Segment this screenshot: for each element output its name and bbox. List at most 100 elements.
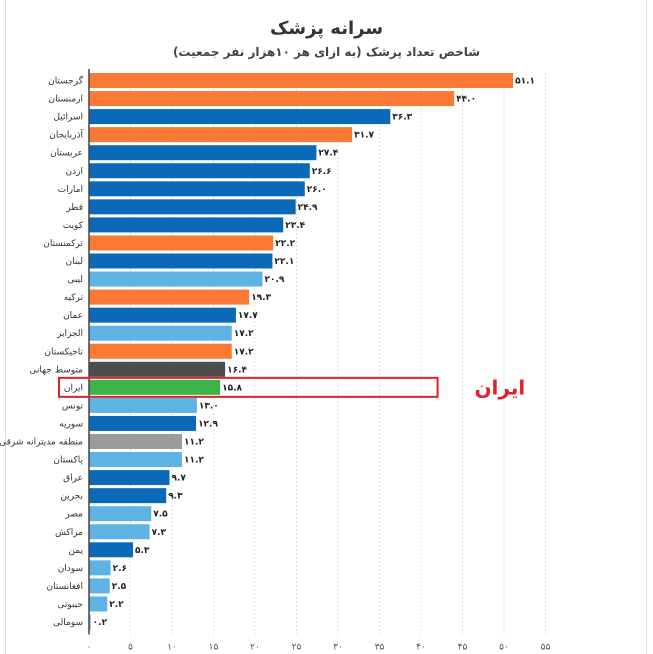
- chart-subtitle: شاخص تعداد پزشک (به ازای هر ۱۰هزار نفر ج…: [172, 45, 481, 59]
- bar-10: [89, 253, 273, 269]
- category-label: آذربایجان: [49, 129, 83, 141]
- bar-26: [89, 542, 133, 558]
- bar-17: [89, 379, 221, 395]
- bar-15: [89, 343, 232, 359]
- category-label: تاجیکستان: [44, 347, 83, 357]
- value-label: ۲۴.۹: [298, 203, 318, 213]
- category-label: امارات: [58, 185, 83, 195]
- value-label: ۲۲.۲: [275, 239, 295, 249]
- x-tick-label: ۵۰: [499, 643, 509, 653]
- value-label: ۷.۵: [153, 510, 168, 520]
- value-label: ۲۰.۹: [264, 275, 284, 285]
- category-label: ارمنستان: [49, 95, 83, 105]
- value-label: ۵.۳: [135, 546, 150, 556]
- bar-16: [89, 361, 226, 377]
- category-label: اسرائیل: [53, 113, 83, 123]
- x-tick-label: ۴۵: [458, 643, 468, 653]
- category-label: منطقه مدیترانه شرقی: [0, 438, 83, 448]
- category-label: قطر: [65, 203, 83, 213]
- value-label: ۷.۳: [152, 528, 167, 538]
- value-label: ۲.۲: [109, 600, 124, 610]
- category-label: عمان: [63, 311, 83, 321]
- bar-7: [89, 199, 296, 215]
- x-tick-label: ۲۰: [250, 643, 260, 653]
- x-tick-label: ۳۰: [333, 643, 343, 653]
- bar-24: [89, 506, 152, 522]
- bar-5: [89, 163, 310, 179]
- value-label: ۱۷.۲: [234, 329, 254, 339]
- value-label: ۰.۲: [93, 618, 108, 628]
- category-label: سودان: [58, 564, 83, 574]
- bar-12: [89, 289, 250, 305]
- category-label: افغانستان: [47, 582, 84, 592]
- category-label: اردن: [66, 167, 83, 177]
- highlight-label: ایران: [474, 375, 525, 399]
- category-label: تونس: [62, 401, 84, 411]
- bar-20: [89, 434, 182, 449]
- category-label: ترکمنستان: [43, 239, 83, 249]
- x-tick-label: ۰: [87, 643, 92, 653]
- x-tick-label: ۵: [128, 643, 133, 653]
- bar-1: [89, 91, 455, 107]
- value-label: ۳۱.۷: [354, 131, 374, 141]
- value-label: ۲۲.۱: [274, 257, 294, 267]
- bar-27: [89, 560, 111, 576]
- value-label: ۴۴.۰: [456, 95, 476, 105]
- value-label: ۹.۷: [172, 474, 187, 484]
- category-label: جیبوتی: [57, 600, 83, 610]
- x-tick-label: ۵۵: [541, 643, 551, 653]
- left-border: [5, 0, 6, 654]
- category-label: ایران: [64, 383, 83, 393]
- category-label: یمن: [68, 546, 83, 556]
- value-label: ۲۳.۴: [285, 221, 305, 231]
- value-label: ۵۱.۱: [515, 77, 535, 87]
- category-label: عراق: [63, 474, 83, 484]
- value-label: ۹.۳: [168, 492, 183, 502]
- bar-23: [89, 488, 167, 504]
- category-label: سومالی: [53, 618, 83, 628]
- bar-21: [89, 452, 182, 468]
- value-label: ۱۱.۲: [184, 456, 204, 466]
- bar-29: [89, 596, 108, 612]
- bar-19: [89, 415, 197, 431]
- category-label: کویت: [63, 221, 84, 231]
- bar-6: [89, 181, 305, 197]
- value-label: ۱۵.۸: [222, 383, 242, 393]
- bar-2: [89, 109, 391, 125]
- value-label: ۲.۵: [112, 582, 127, 592]
- category-label: سوریه: [59, 419, 83, 429]
- category-label: متوسط جهانی: [29, 365, 83, 375]
- value-label: ۱۳.۰: [199, 401, 219, 411]
- value-label: ۲۶.۰: [307, 185, 327, 195]
- value-label: ۱۷.۲: [234, 347, 254, 357]
- value-label: ۱۱.۲: [184, 438, 204, 448]
- bar-11: [89, 271, 263, 287]
- value-label: ۱۲.۹: [198, 419, 218, 429]
- right-border: [646, 0, 647, 654]
- category-label: عربستان: [50, 149, 83, 159]
- x-tick-label: ۳۵: [375, 643, 385, 653]
- value-label: ۱۶.۴: [227, 365, 247, 375]
- bar-0: [89, 73, 514, 88]
- category-label: بحرین: [60, 492, 83, 502]
- category-label: لیبی: [67, 275, 83, 285]
- value-label: ۲۷.۴: [318, 149, 338, 159]
- value-label: ۱۷.۷: [238, 311, 258, 321]
- value-label: ۱۹.۳: [251, 293, 271, 303]
- bar-30: [89, 614, 91, 630]
- category-label: پاکستان: [53, 456, 83, 466]
- bar-13: [89, 307, 236, 323]
- category-label: الجزایر: [56, 329, 83, 339]
- x-tick-label: ۲۵: [292, 643, 302, 653]
- category-label: لبنان: [65, 257, 83, 267]
- value-label: ۲۶.۶: [312, 167, 332, 177]
- x-tick-label: ۱۵: [209, 643, 219, 653]
- x-tick-label: ۱۰: [167, 643, 177, 653]
- bar-14: [89, 325, 232, 341]
- category-label: گرجستان: [48, 75, 84, 87]
- bar-4: [89, 145, 317, 161]
- bar-18: [89, 397, 197, 413]
- bar-9: [89, 235, 274, 251]
